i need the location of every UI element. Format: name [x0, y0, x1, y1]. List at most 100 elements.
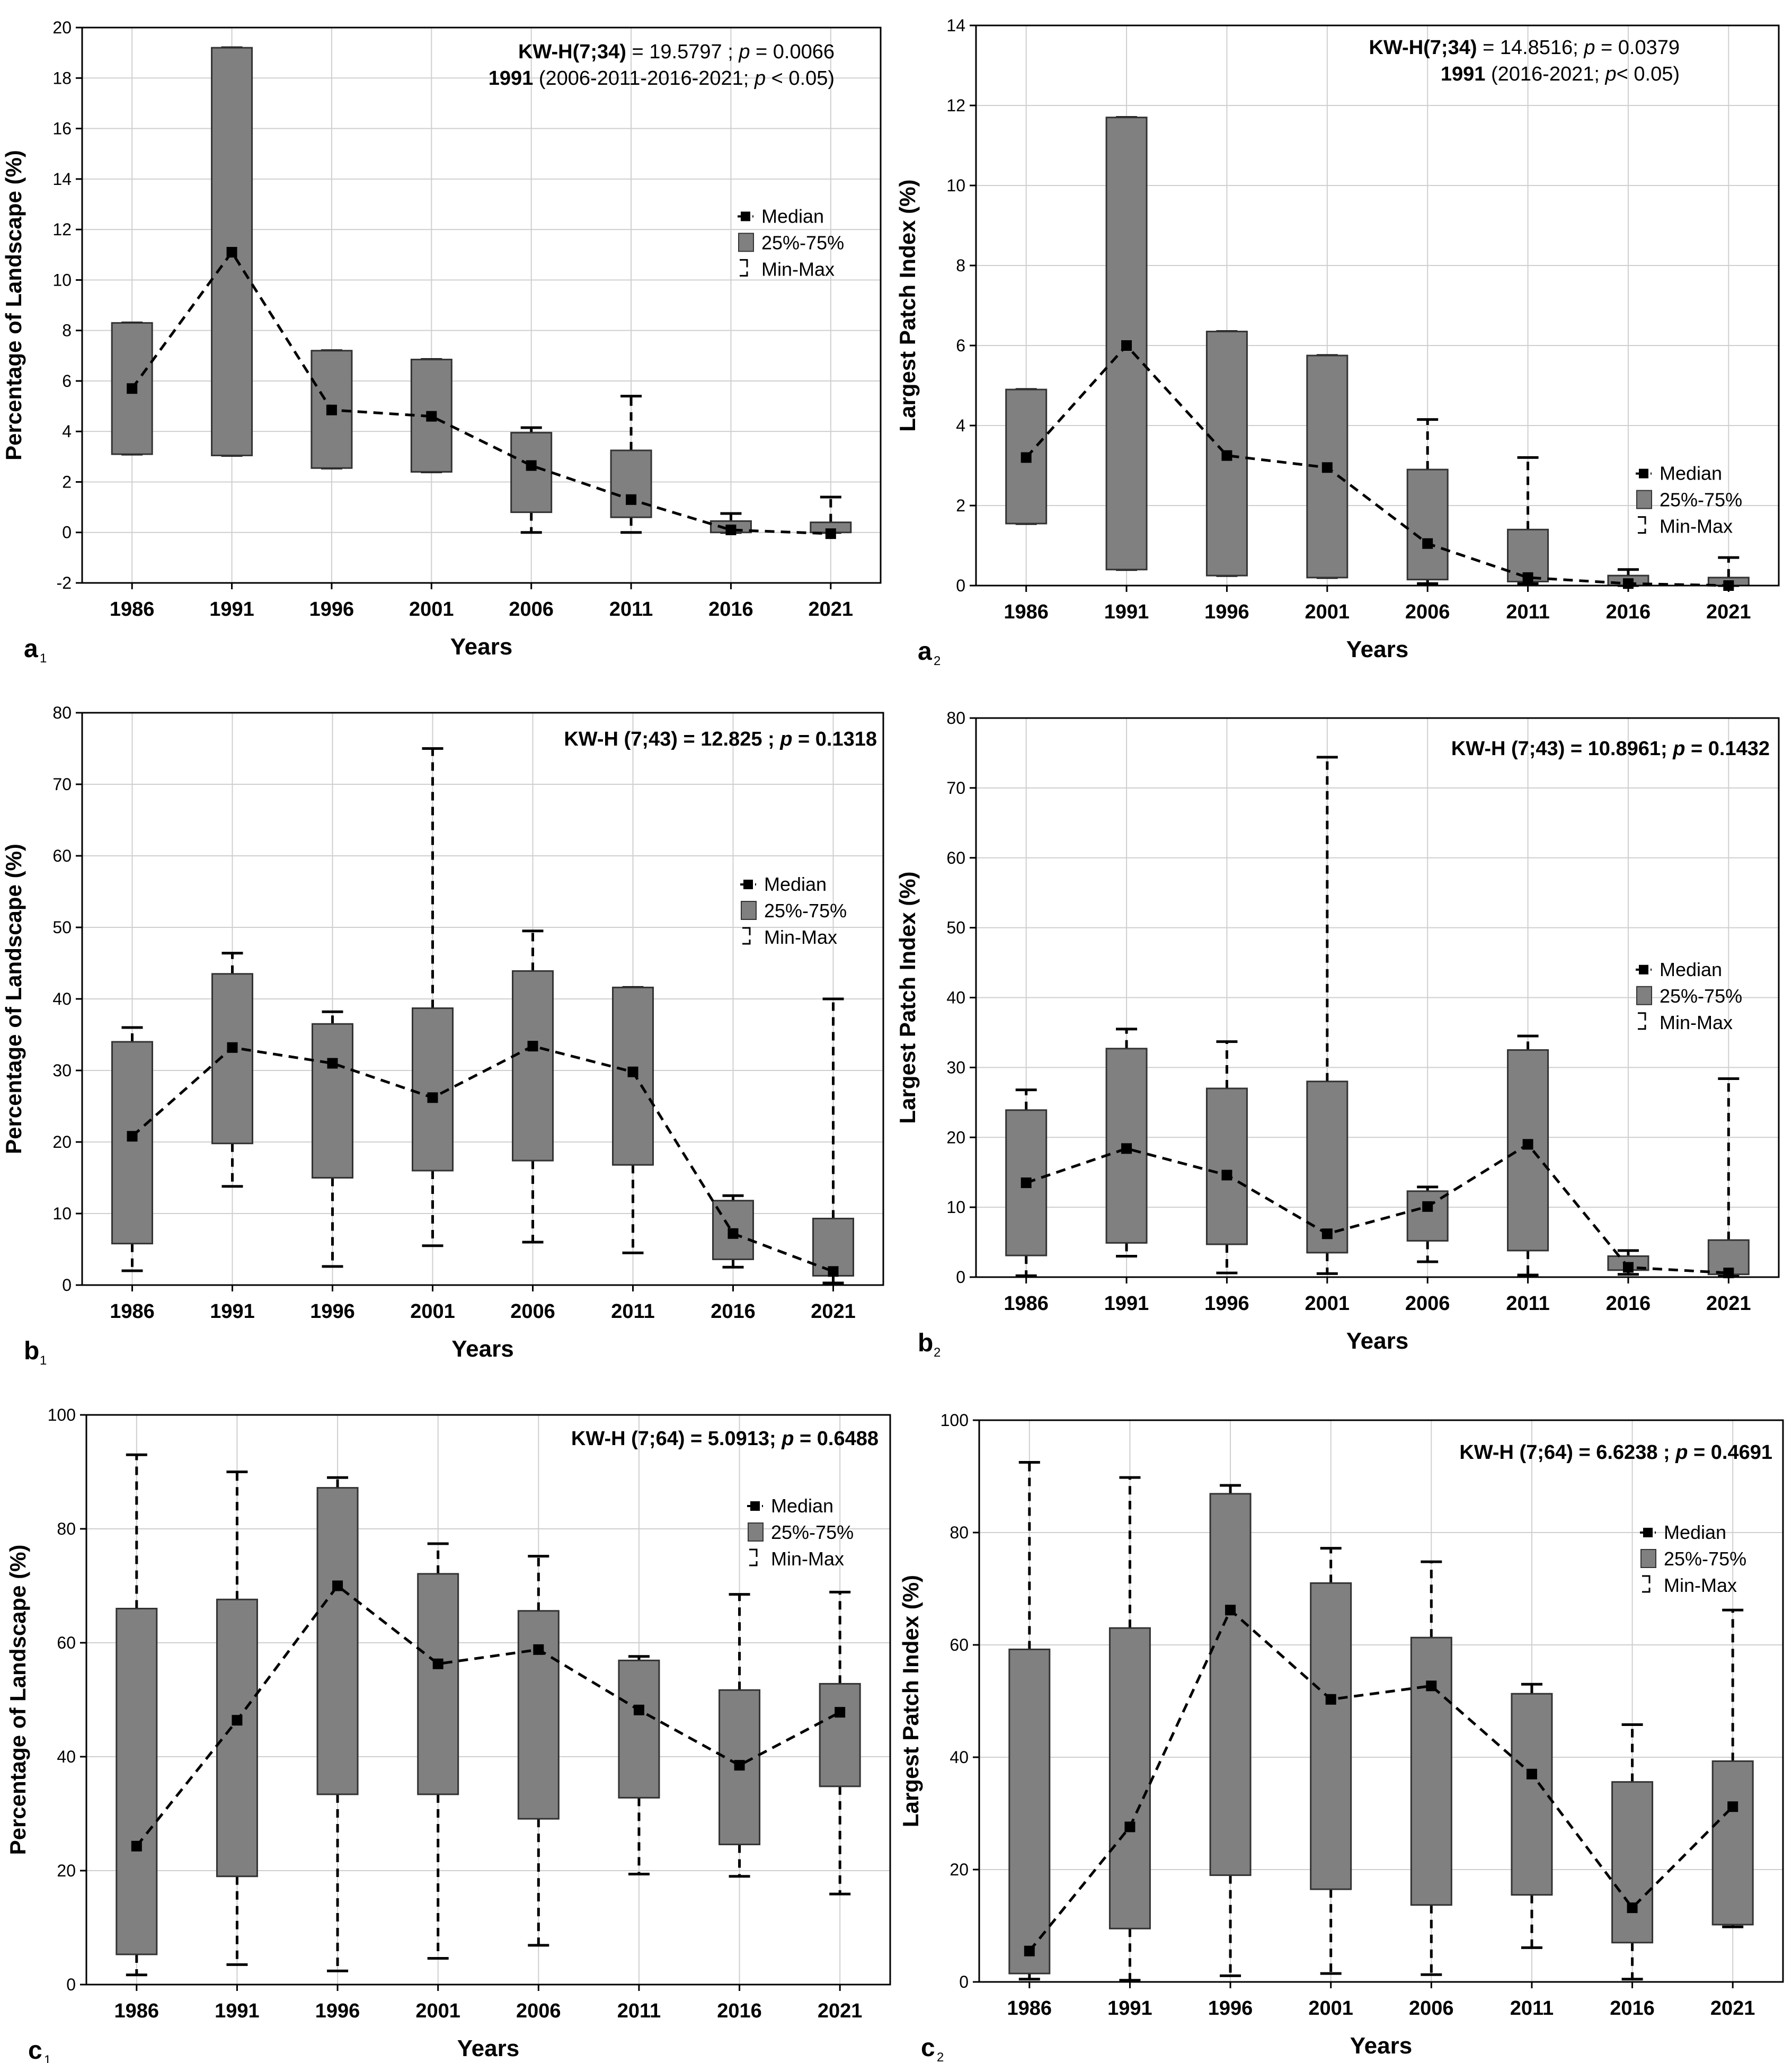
x-tick-label: 1986 — [1007, 1997, 1052, 2020]
median-marker — [533, 1644, 544, 1655]
legend-box-label: 25%-75% — [764, 900, 847, 922]
y-tick-label: -2 — [57, 573, 72, 592]
x-tick-label: 1991 — [210, 1300, 255, 1323]
y-tick-label: 70 — [52, 775, 72, 794]
box-iqr — [610, 449, 652, 518]
stat-annotation-part: = 19.5797 ; — [626, 41, 739, 63]
legend-box-swatch — [1640, 1549, 1656, 1568]
x-tick-label: 2016 — [711, 1300, 756, 1323]
stat-annotation-part: = 0.0066 — [750, 41, 835, 63]
x-tick-label: 2021 — [1710, 1997, 1755, 2020]
box-iqr — [316, 1487, 359, 1795]
x-tick-label: 2011 — [1510, 1997, 1554, 2020]
panel-label-sub: 1 — [40, 1353, 47, 1368]
stat-annotation-part: 1991 — [1441, 63, 1486, 85]
y-tick-label: 40 — [52, 989, 72, 1008]
x-tick-label: 2006 — [1405, 1292, 1450, 1315]
x-tick-label: 1991 — [1104, 601, 1149, 623]
y-tick-label: 80 — [52, 703, 72, 722]
y-tick-label: 16 — [52, 119, 72, 138]
y-tick-label: 60 — [57, 1633, 76, 1652]
legend-box-label: 25%-75% — [1660, 489, 1742, 511]
x-tick-label: 1991 — [1107, 1997, 1152, 2020]
panel-label: c — [921, 2034, 935, 2062]
plot-area — [86, 1415, 890, 1985]
legend-median-label: Median — [771, 1495, 833, 1517]
median-marker — [1021, 1177, 1032, 1188]
median-line — [131, 250, 831, 535]
x-tick-label: 2006 — [516, 2000, 561, 2022]
stat-annotation-part: KW-H (7;43) = 12.825 ; — [564, 728, 780, 750]
x-tick-label: 2001 — [409, 598, 454, 621]
stat-annotation-part: KW-H(7;34) — [518, 41, 626, 63]
legend-whisker-icon — [740, 259, 748, 277]
stat-annotation-part: KW-H(7;34) — [1369, 37, 1477, 59]
x-tick-label: 2001 — [410, 1300, 455, 1323]
median-marker — [1526, 1768, 1537, 1779]
y-tick-label: 80 — [57, 1519, 76, 1538]
median-marker — [1321, 462, 1333, 473]
box-iqr — [116, 1608, 158, 1955]
median-line — [131, 1044, 834, 1273]
chart-c1: 0 20 40 60 80 100 1986 1991 1996 2001 2006 2011 2016… — [5, 1405, 891, 2063]
stat-annotation-part: < 0.05) — [766, 67, 835, 90]
legend: Median 25%-75% Min-Max — [1636, 959, 1742, 1033]
y-tick-label: 2 — [956, 496, 965, 515]
median-marker — [226, 246, 237, 258]
legend: Median 25%-75% Min-Max — [1640, 1521, 1746, 1596]
median-marker — [1727, 1801, 1738, 1812]
y-tick-label: 10 — [52, 1204, 72, 1223]
median-marker — [1121, 340, 1132, 351]
x-tick-label: 1996 — [315, 2000, 360, 2022]
y-tick-label: 8 — [956, 256, 965, 275]
panel-label: c — [28, 2037, 42, 2063]
legend-whisker-label: Min-Max — [771, 1548, 844, 1570]
box-iqr — [1611, 1781, 1654, 1944]
x-tick-label: 2011 — [1506, 601, 1549, 623]
median-marker — [327, 1058, 338, 1069]
x-axis-title: Years — [1346, 1328, 1408, 1354]
median-marker — [1021, 452, 1032, 463]
chart-a1: -2 0 2 4 6 8 10 12 14 16 18 20 1986 1991 1996 2001 2006 2… — [1, 18, 882, 666]
median-marker — [1225, 1605, 1236, 1616]
legend-whisker-label: Min-Max — [1660, 1012, 1733, 1033]
median-marker — [232, 1715, 243, 1726]
y-tick-label: 0 — [62, 1276, 72, 1295]
x-tick-label: 1996 — [1208, 1997, 1253, 2020]
legend-median-label: Median — [1660, 959, 1722, 980]
y-tick-label: 10 — [52, 270, 72, 289]
x-tick-label: 2021 — [809, 598, 854, 621]
x-tick-label: 1986 — [1004, 1292, 1049, 1315]
plot-area — [979, 1420, 1783, 1982]
box-iqr — [1711, 1760, 1754, 1926]
x-tick-label: 2016 — [1606, 1292, 1651, 1315]
y-tick-label: 70 — [946, 778, 965, 798]
median-line — [1025, 343, 1729, 587]
stat-annotation-part: p — [1675, 1441, 1688, 1464]
legend-median-marker — [741, 211, 750, 222]
x-tick-label: 2016 — [708, 598, 753, 621]
box-iqr — [1507, 1049, 1549, 1252]
x-tick-label: 2021 — [1706, 601, 1751, 623]
median-marker — [1321, 1228, 1333, 1239]
y-tick-label: 0 — [66, 1975, 76, 1994]
y-tick-label: 14 — [52, 170, 72, 189]
stat-annotation-part: (2006-2011-2016-2021; — [533, 67, 755, 90]
legend-median-marker — [750, 1501, 760, 1511]
legend-box-label: 25%-75% — [771, 1521, 854, 1543]
legend-box-swatch — [738, 233, 754, 252]
stat-annotation: KW-H(7;34) = 19.5797 ; p = 0.0066 — [518, 41, 835, 63]
median-marker — [734, 1760, 745, 1771]
x-tick-label: 1991 — [215, 2000, 260, 2022]
legend-whisker-label: Min-Max — [764, 926, 837, 948]
median-line — [135, 1583, 841, 1847]
y-tick-label: 60 — [950, 1635, 969, 1654]
median-marker — [1124, 1821, 1135, 1832]
x-tick-label: 1996 — [310, 1300, 355, 1323]
x-tick-label: 2016 — [1610, 1997, 1655, 2020]
y-tick-label: 50 — [52, 918, 72, 937]
legend: Median 25%-75% Min-Max — [740, 873, 847, 948]
median-marker — [828, 1266, 839, 1277]
median-marker — [131, 1840, 142, 1852]
